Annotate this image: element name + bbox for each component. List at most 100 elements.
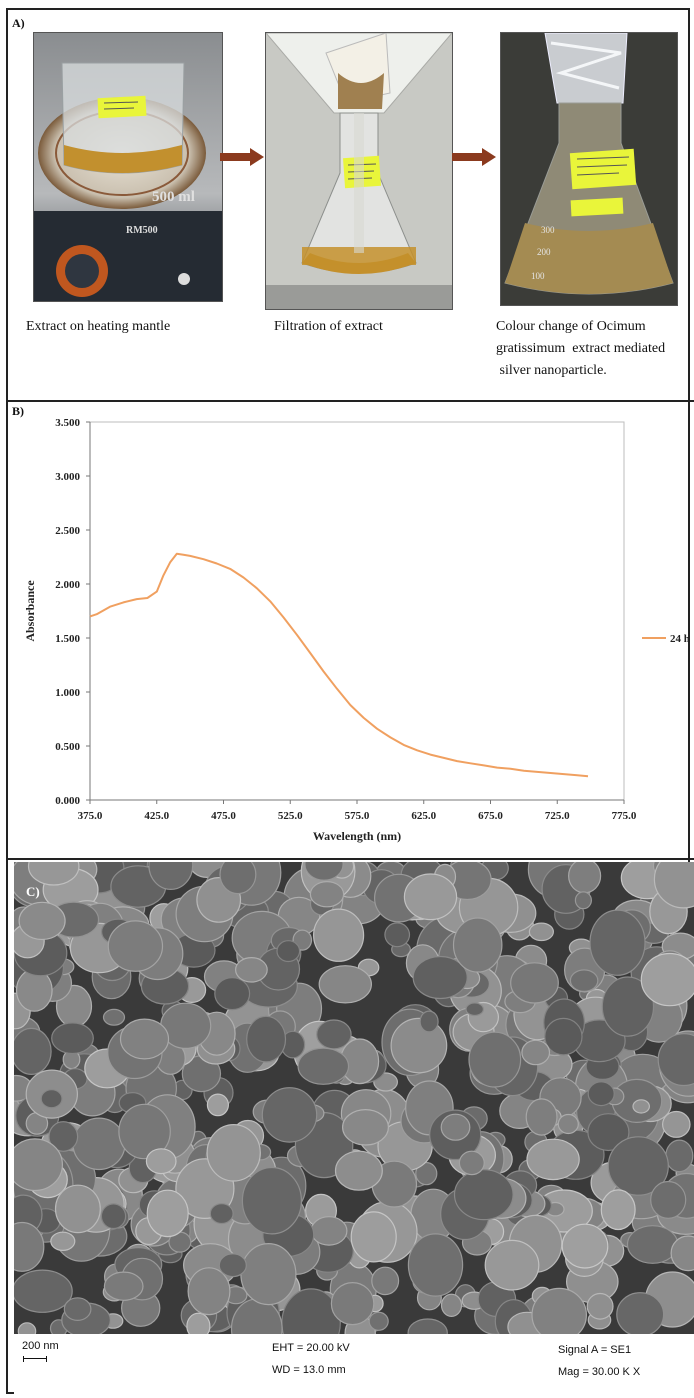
- sem-particle: [640, 952, 694, 1007]
- sem-particle: [27, 862, 80, 886]
- wd-value: WD = 13.0 mm: [272, 1364, 346, 1376]
- y-axis-title: Absorbance: [23, 580, 37, 642]
- sem-particle: [318, 965, 372, 1004]
- scale-bar: [23, 1356, 47, 1362]
- sem-particle: [568, 862, 602, 894]
- sem-particle: [209, 1203, 234, 1225]
- sem-particle: [234, 957, 268, 983]
- caption-heating-mantle: Extract on heating mantle: [26, 319, 171, 334]
- y-tick-label: 1.000: [55, 687, 80, 699]
- sem-particle: [50, 1231, 76, 1251]
- x-tick-label: 475.0: [211, 810, 236, 822]
- sem-particle: [148, 862, 194, 890]
- panel-b-label: B): [12, 404, 24, 418]
- sem-particle: [607, 1136, 669, 1196]
- mag-value: Mag = 30.00 K X: [558, 1366, 641, 1378]
- sem-particle: [557, 1113, 579, 1135]
- colour-change-photo: 300 200 100: [500, 32, 678, 306]
- arrow-1-icon: [220, 148, 264, 166]
- chart-legend: 24 h: [642, 633, 690, 645]
- sem-particle: [661, 1110, 691, 1138]
- sem-particle: [102, 1008, 126, 1026]
- sem-particle: [586, 1292, 614, 1320]
- scale-bar-label: 200 nm: [22, 1340, 59, 1352]
- sem-particle: [51, 1022, 94, 1055]
- x-tick-label: 525.0: [278, 810, 303, 822]
- sem-particle: [574, 891, 593, 910]
- sem-particle: [484, 1239, 540, 1291]
- arrow-2-icon: [452, 148, 496, 166]
- sem-particle: [468, 1031, 522, 1088]
- sem-info-bar: 200 nm EHT = 20.00 kV WD = 13.0 mm Signa…: [14, 1334, 694, 1396]
- x-tick-label: 425.0: [144, 810, 169, 822]
- sem-particle: [214, 977, 251, 1011]
- sem-particle: [72, 1117, 126, 1171]
- sem-particle: [665, 1139, 694, 1173]
- x-tick-label: 675.0: [478, 810, 503, 822]
- y-tick-label: 2.500: [55, 525, 80, 537]
- sem-particle: [544, 1017, 583, 1056]
- sem-particle: [616, 1292, 665, 1334]
- filtration-photo: [265, 32, 453, 310]
- panel-a: A) 500 ml RM500: [8, 10, 694, 402]
- sem-particle: [403, 873, 458, 921]
- sem-particle: [626, 1225, 679, 1264]
- y-tick-label: 0.000: [55, 795, 80, 807]
- sem-particle: [525, 1098, 558, 1136]
- plot-area: [89, 421, 625, 801]
- sem-particle: [528, 922, 555, 942]
- sem-particle: [458, 1150, 485, 1176]
- sem-particle: [218, 1253, 247, 1278]
- sem-particle: [390, 1017, 448, 1074]
- sem-particle: [440, 1113, 471, 1141]
- sem-particle: [18, 901, 66, 941]
- y-tick-label: 3.000: [55, 471, 80, 483]
- sem-particle: [146, 1189, 189, 1238]
- sem-particle: [334, 1150, 383, 1191]
- sem-particle: [187, 1267, 231, 1316]
- sem-particle: [145, 1148, 177, 1175]
- sem-particle: [17, 1322, 37, 1334]
- heating-mantle-illustration: 500 ml RM500: [34, 33, 222, 301]
- absorbance-chart: 375.0 425.0 475.0 525.0 575.0 625.0 675.0 725.0…: [23, 417, 690, 843]
- caption-colour-change-1: Colour change of Ocimum: [496, 319, 646, 334]
- sem-particle: [589, 909, 646, 976]
- sem-particle: [587, 1081, 615, 1107]
- sem-particle: [632, 1099, 650, 1114]
- sem-particle: [384, 922, 411, 948]
- sem-particle: [521, 1039, 551, 1066]
- sem-particle: [561, 1223, 609, 1269]
- sem-particle: [100, 1203, 127, 1230]
- legend-label-24h: 24 h: [670, 633, 690, 645]
- flask-mark-100: 100: [531, 271, 545, 281]
- sem-particle: [240, 1243, 297, 1306]
- caption-filtration: Filtration of extract: [274, 319, 383, 334]
- sem-particle: [309, 881, 345, 908]
- sem-particle: [103, 1271, 144, 1301]
- sem-particle: [600, 1189, 636, 1231]
- x-tick-label: 375.0: [78, 810, 103, 822]
- sem-particle: [407, 1233, 464, 1297]
- x-tick-label: 625.0: [411, 810, 436, 822]
- sem-particle: [368, 1311, 389, 1331]
- x-tick-label: 725.0: [545, 810, 570, 822]
- panel-c-label: C): [26, 884, 40, 899]
- sem-particle: [440, 1293, 463, 1317]
- signal-value: Signal A = SE1: [558, 1344, 632, 1356]
- sem-particle: [119, 1018, 170, 1060]
- sem-particle: [40, 1089, 63, 1109]
- panel-c: C) 200 nm EHT = 20.00 kV WD = 13.0 mm Si…: [8, 860, 694, 1398]
- filtration-illustration: [266, 33, 452, 309]
- caption-colour-change-2: gratissimum extract mediated: [496, 341, 666, 356]
- chart-series: [89, 552, 589, 778]
- x-tick-label: 575.0: [345, 810, 370, 822]
- sem-particle: [206, 1093, 229, 1117]
- sem-particle: [342, 1108, 390, 1146]
- eht-value: EHT = 20.00 kV: [272, 1342, 350, 1354]
- sem-particle: [510, 962, 559, 1004]
- sem-particle: [14, 1027, 52, 1075]
- sem-particle: [412, 955, 468, 1000]
- y-tick-label: 0.500: [55, 741, 80, 753]
- series-line-24h: [89, 552, 589, 778]
- sem-particle: [186, 1312, 211, 1334]
